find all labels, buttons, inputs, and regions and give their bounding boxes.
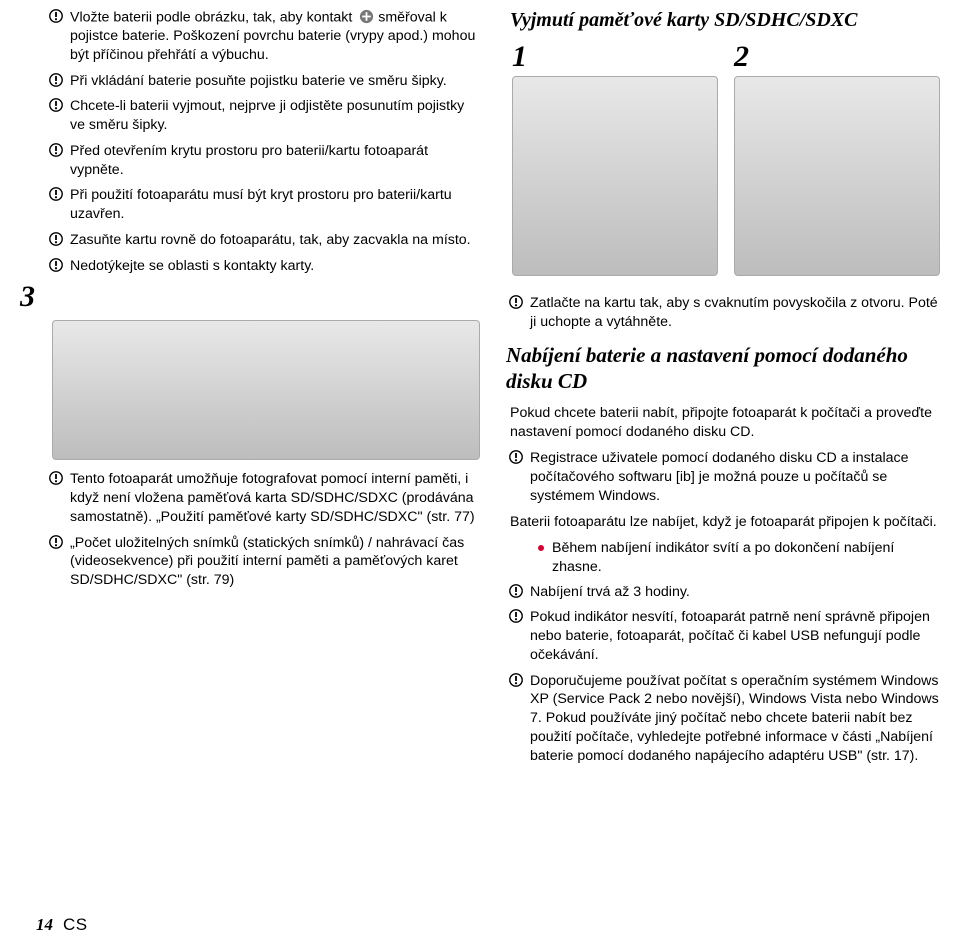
caution-icon xyxy=(46,231,66,246)
note-item: Vložte baterii podle obrázku, tak, aby k… xyxy=(46,8,480,65)
note-item: Pokud indikátor nesvítí, fotoaparát patr… xyxy=(506,608,940,664)
note-item: Zatlačte na kartu tak, aby s cvaknutím p… xyxy=(506,294,940,331)
note-text: Vložte baterii podle obrázku, tak, aby k… xyxy=(66,8,480,65)
note-text: Chcete-li baterii vyjmout, nejprve ji od… xyxy=(66,97,480,134)
note-text: Zatlačte na kartu tak, aby s cvaknutím p… xyxy=(526,294,940,331)
figure-card-press xyxy=(512,76,718,276)
note-item: Při použití fotoaparátu musí být kryt pr… xyxy=(46,186,480,223)
note-item: Doporučujeme používat počítat s operační… xyxy=(506,672,940,766)
lang-code: CS xyxy=(63,914,88,936)
heading-charging: Nabíjení baterie a nastavení pomocí doda… xyxy=(506,343,940,393)
note-item: Nabíjení trvá až 3 hodiny. xyxy=(506,583,940,602)
note-text: Registrace uživatele pomocí dodaného dis… xyxy=(526,449,940,505)
note-item: Před otevřením krytu prostoru pro bateri… xyxy=(46,142,480,179)
note-item: Tento fotoaparát umožňuje fotografovat p… xyxy=(46,470,480,526)
note-text: Nabíjení trvá až 3 hodiny. xyxy=(526,583,940,602)
step-number: 3 xyxy=(20,282,35,312)
note-item: „Počet uložitelných snímků (statických s… xyxy=(46,534,480,590)
caution-icon xyxy=(46,470,66,485)
note-item: Zasuňte kartu rovně do fotoaparátu, tak,… xyxy=(46,231,480,250)
step-number: 2 xyxy=(728,42,940,72)
heading-remove-card: Vyjmutí paměťové karty SD/SDHC/SDXC xyxy=(506,8,940,32)
right-column: Vyjmutí paměťové karty SD/SDHC/SDXC 1 2 … xyxy=(506,8,940,772)
caution-icon xyxy=(506,672,526,687)
bullet-dot-icon xyxy=(538,545,544,551)
caution-icon xyxy=(506,449,526,464)
page-columns: Vložte baterii podle obrázku, tak, aby k… xyxy=(46,8,940,772)
bullet-text: Během nabíjení indikátor svítí a po doko… xyxy=(552,539,940,576)
note-text: Pokud indikátor nesvítí, fotoaparát patr… xyxy=(526,608,940,664)
caution-icon xyxy=(506,608,526,623)
caution-icon xyxy=(46,186,66,201)
note-text: Doporučujeme používat počítat s operační… xyxy=(526,672,940,766)
caution-icon xyxy=(46,142,66,157)
left-column: Vložte baterii podle obrázku, tak, aby k… xyxy=(46,8,480,772)
figure-camera xyxy=(52,320,480,460)
plus-icon xyxy=(358,8,374,24)
note-item: Při vkládání baterie posuňte pojistku ba… xyxy=(46,72,480,91)
step-3: 3 xyxy=(46,282,480,312)
note-text: Při vkládání baterie posuňte pojistku ba… xyxy=(66,72,480,91)
note-text: Nedotýkejte se oblasti s kontakty karty. xyxy=(66,257,480,276)
figure-card-pull xyxy=(734,76,940,276)
caution-icon xyxy=(46,8,66,23)
bullet-item: Během nabíjení indikátor svítí a po doko… xyxy=(538,539,940,576)
note-item: Nedotýkejte se oblasti s kontakty karty. xyxy=(46,257,480,276)
step-number: 1 xyxy=(506,42,718,72)
figure-col-2: 2 xyxy=(728,42,940,286)
figure-col-1: 1 xyxy=(506,42,718,286)
note-item: Registrace uživatele pomocí dodaného dis… xyxy=(506,449,940,505)
note-text: Tento fotoaparát umožňuje fotografovat p… xyxy=(66,470,480,526)
note-text: „Počet uložitelných snímků (statických s… xyxy=(66,534,480,590)
page-number: 14 xyxy=(36,914,53,936)
caution-icon xyxy=(46,257,66,272)
note-item: Chcete-li baterii vyjmout, nejprve ji od… xyxy=(46,97,480,134)
body-text: Baterii fotoaparátu lze nabíjet, když je… xyxy=(510,513,940,532)
caution-icon xyxy=(46,534,66,549)
caution-icon xyxy=(46,72,66,87)
page-footer: 14 CS xyxy=(36,914,88,936)
caution-icon xyxy=(46,97,66,112)
caution-icon xyxy=(506,294,526,309)
note-text: Zasuňte kartu rovně do fotoaparátu, tak,… xyxy=(66,231,480,250)
note-text: Před otevřením krytu prostoru pro bateri… xyxy=(66,142,480,179)
figure-pair: 1 2 xyxy=(506,42,940,286)
body-text: Pokud chcete baterii nabít, připojte fot… xyxy=(510,404,940,441)
note-text: Při použití fotoaparátu musí být kryt pr… xyxy=(66,186,480,223)
caution-icon xyxy=(506,583,526,598)
